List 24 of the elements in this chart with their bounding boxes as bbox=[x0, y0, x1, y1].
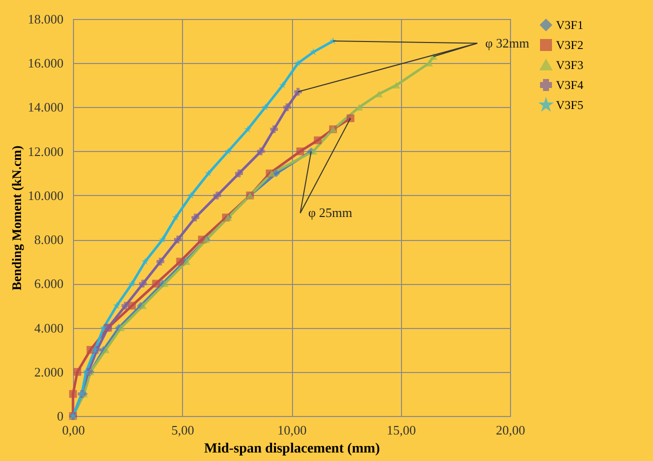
x-tick-label: 0,00 bbox=[62, 422, 85, 438]
legend-label: V3F4 bbox=[556, 78, 584, 92]
y-tick-label: 0 bbox=[57, 408, 64, 424]
x-tick-label: 15,00 bbox=[386, 422, 416, 438]
y-tick-label: 14.000 bbox=[28, 100, 64, 115]
x-tick-label: 10,00 bbox=[277, 422, 307, 438]
y-tick-label: 6.000 bbox=[34, 276, 64, 292]
y-axis-title: Bending Moment (kN.cm) bbox=[8, 146, 24, 290]
legend-label: V3F3 bbox=[556, 58, 584, 72]
y-tick-label: 16.000 bbox=[28, 56, 64, 71]
legend-label: V3F1 bbox=[556, 18, 584, 32]
y-tick-label: 18.000 bbox=[28, 12, 64, 26]
x-tick-label: 5,00 bbox=[171, 422, 194, 438]
y-tick-label: 10.000 bbox=[28, 188, 64, 203]
annotation: φ 32mm bbox=[485, 35, 530, 50]
y-tick-label: 4.000 bbox=[34, 320, 64, 336]
annotation: φ 25mm bbox=[308, 205, 352, 220]
y-tick-label: 2.000 bbox=[34, 364, 64, 380]
y-tick-label: 8.000 bbox=[34, 232, 64, 248]
y-tick-label: 12.000 bbox=[28, 144, 64, 159]
legend-label: V3F2 bbox=[556, 38, 584, 52]
x-tick-label: 20,00 bbox=[496, 422, 526, 438]
legend-label: V3F5 bbox=[556, 98, 584, 112]
x-axis-title: Mid-span displacement (mm) bbox=[204, 442, 380, 456]
